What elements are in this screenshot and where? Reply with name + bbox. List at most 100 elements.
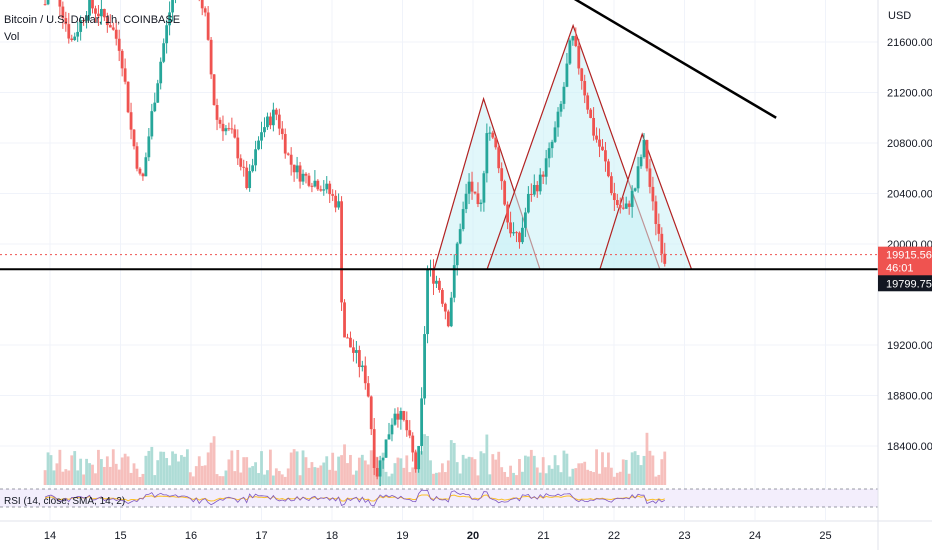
volume-bar — [343, 444, 346, 485]
candle-body — [589, 109, 593, 118]
volume-bar — [174, 453, 177, 485]
candle-body — [399, 411, 403, 420]
candle-body — [423, 334, 426, 399]
volume-bar — [550, 468, 554, 485]
volume-bar — [102, 466, 106, 485]
candle-body — [144, 157, 148, 177]
candle-body — [292, 164, 296, 173]
candle-body — [630, 190, 634, 207]
candle-body — [544, 158, 548, 177]
volume-bar — [559, 472, 563, 485]
candle-body — [565, 63, 569, 87]
drawing-lines[interactable] — [0, 0, 878, 271]
candle-body — [129, 112, 133, 130]
candle-body — [524, 212, 527, 228]
date-tick-label: 17 — [255, 530, 267, 542]
candle-body — [97, 13, 100, 17]
candle-body — [660, 233, 664, 254]
candle-body — [334, 195, 338, 208]
candle-body — [215, 105, 219, 120]
volume-bar — [660, 459, 664, 485]
candle-body — [624, 203, 628, 209]
candle-body — [147, 136, 151, 158]
volume-bar — [446, 460, 450, 485]
volume-bar — [535, 467, 539, 485]
volume-legend[interactable]: Vol — [4, 31, 20, 43]
candle-body — [343, 302, 346, 338]
candle-body — [550, 141, 554, 149]
candle-body — [328, 183, 332, 195]
volume-bar — [260, 451, 263, 485]
candle-body — [94, 8, 97, 14]
volume-bar — [452, 442, 456, 485]
volume-bar — [476, 475, 480, 485]
price-tick-label: 21200.00 — [887, 88, 932, 100]
candle-body — [384, 439, 388, 458]
candle-body — [209, 39, 213, 75]
volume-bar — [512, 472, 515, 485]
volume-bar — [334, 470, 338, 485]
volume-bar — [482, 453, 486, 485]
volume-bar — [251, 466, 255, 485]
candle-body — [242, 166, 246, 168]
candle-body — [621, 207, 625, 209]
date-tick-label: 21 — [537, 530, 549, 542]
volume-bar — [601, 452, 604, 485]
candle-body — [322, 189, 326, 191]
volume-bar — [369, 450, 373, 485]
candle-body — [266, 116, 269, 128]
candle-body — [352, 347, 355, 353]
volume-bar — [111, 449, 115, 485]
volume-bar — [360, 454, 364, 485]
volume-bar — [621, 459, 625, 485]
volume-bar — [645, 432, 649, 485]
volume-bar — [565, 453, 569, 485]
symbol-legend[interactable]: Bitcoin / U.S. Dollar, 1h, COINBASE — [4, 14, 181, 26]
candle-body — [61, 6, 65, 19]
volume-bar — [417, 468, 421, 485]
candle-body — [598, 139, 601, 147]
volume-bar — [420, 451, 424, 485]
candle-body — [414, 452, 418, 470]
candle-body — [354, 350, 358, 353]
candle-body — [141, 173, 145, 177]
candle-body — [497, 147, 501, 169]
volume-bar — [411, 467, 415, 485]
rsi-legend[interactable]: RSI (14, close, SMA, 14, 2) — [4, 496, 126, 507]
volume-bar — [497, 451, 501, 485]
volume-bar — [82, 474, 86, 485]
candle-body — [357, 350, 361, 368]
candle-body — [538, 174, 542, 192]
date-tick-label: 23 — [678, 530, 690, 542]
candle-body — [595, 135, 598, 140]
candle-body — [642, 139, 646, 158]
volume-bar — [604, 467, 607, 485]
volume-bar — [120, 457, 124, 485]
volume-bar — [624, 459, 628, 485]
volume-bar — [165, 458, 169, 485]
volume-bar — [310, 462, 314, 485]
candle-body — [482, 173, 486, 203]
volume-bar — [85, 458, 88, 485]
candle-body — [633, 188, 637, 191]
volume-bar — [449, 440, 453, 485]
candle-body — [580, 68, 584, 81]
candle-body — [411, 435, 415, 453]
volume-bar — [185, 449, 189, 485]
candle-body — [200, 0, 204, 9]
candle-body — [396, 413, 400, 420]
candle-body — [583, 80, 587, 96]
volume-bar — [313, 467, 317, 485]
volume-bar — [168, 465, 171, 485]
candle-body — [535, 184, 539, 192]
volume-bar — [405, 455, 409, 485]
candle-body — [366, 383, 370, 397]
volume-bar — [316, 467, 320, 485]
volume-bar — [518, 459, 521, 485]
candle-body — [58, 0, 62, 7]
candle-body — [657, 224, 661, 234]
volume-bar — [301, 450, 305, 485]
volume-bar — [399, 458, 403, 485]
volume-bar — [461, 454, 465, 485]
